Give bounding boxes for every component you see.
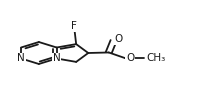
Text: N: N (17, 54, 25, 63)
Text: O: O (126, 53, 134, 63)
Text: CH₃: CH₃ (146, 53, 165, 63)
Text: F: F (71, 21, 77, 31)
Text: N: N (53, 54, 60, 63)
Text: O: O (114, 34, 123, 44)
